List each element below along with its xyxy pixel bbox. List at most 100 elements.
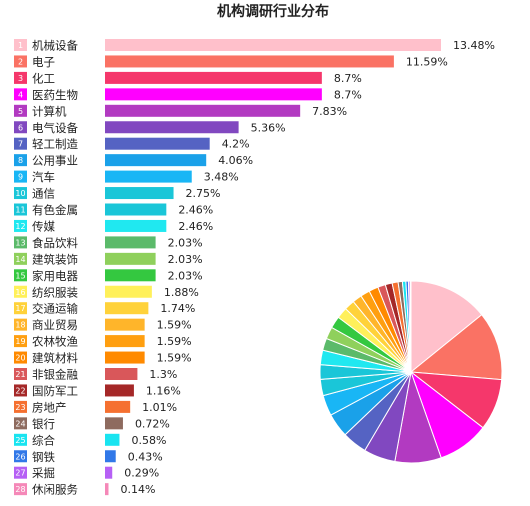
value-label: 8.7% [334,88,362,101]
value-label: 2.03% [168,236,203,249]
bar-row: 3 化工 8.7% [14,71,362,85]
bar [105,285,152,298]
rank-badge [14,55,27,68]
bar [105,88,322,101]
value-label: 0.43% [128,450,163,463]
rank-label: 1 [18,41,23,50]
category-label: 公用事业 [32,154,78,168]
category-label: 纺织服装 [32,285,78,299]
bar-row: 7 轻工制造 4.2% [14,137,250,151]
rank-label: 25 [15,436,25,445]
bar-row: 15 家用电器 2.03% [14,269,203,283]
category-label: 医药生物 [32,88,78,102]
bar-row: 6 电气设备 5.36% [14,121,286,135]
value-label: 5.36% [251,121,286,134]
bar [105,219,167,232]
bar [105,121,239,134]
bar-row: 4 医药生物 8.7% [14,88,362,102]
bar [105,170,192,183]
rank-label: 3 [18,74,23,83]
category-label: 银行 [32,417,55,431]
rank-badge [14,104,27,117]
bar-row: 1 机械设备 13.48% [14,39,495,53]
rank-label: 27 [15,469,25,478]
rank-label: 13 [15,238,25,247]
category-label: 有色金属 [32,203,78,217]
bar [105,450,116,463]
value-label: 2.46% [178,204,213,217]
value-label: 8.7% [334,72,362,85]
rank-badge [14,137,27,150]
bar-row: 12 传媒 2.46% [14,219,213,233]
rank-badge [14,417,27,430]
category-label: 通信 [32,187,55,201]
category-label: 建筑装饰 [32,252,78,266]
value-label: 1.01% [142,401,177,414]
value-label: 2.46% [178,220,213,233]
bar-row: 22 国防军工 1.16% [14,384,181,398]
bar [105,433,120,446]
bar [105,466,113,479]
rank-badge [14,154,27,167]
bar-row: 2 电子 11.59% [14,55,448,69]
value-label: 0.72% [135,417,170,430]
category-label: 电气设备 [32,121,78,135]
value-label: 4.06% [218,154,253,167]
category-label: 计算机 [32,104,67,118]
rank-label: 9 [18,173,23,182]
category-label: 汽车 [32,170,55,184]
bar-row: 10 通信 2.75% [14,187,220,201]
category-label: 化工 [32,71,55,85]
rank-label: 17 [15,304,25,313]
rank-label: 24 [15,419,25,428]
bar [105,39,441,51]
rank-label: 20 [15,354,25,363]
rank-badge [14,351,27,364]
value-label: 3.48% [204,171,239,184]
bar-row: 21 非银金融 1.3% [14,368,177,382]
category-label: 休闲服务 [32,483,78,497]
rank-badge [14,187,27,200]
bar [105,71,322,84]
bar-row: 27 采掘 0.29% [14,466,159,480]
rank-label: 6 [18,123,23,132]
bar [105,236,156,249]
value-label: 1.16% [146,384,181,397]
bar [105,351,145,364]
bar [105,384,134,397]
value-label: 2.03% [168,253,203,266]
category-label: 综合 [32,433,55,447]
bar-row: 19 农林牧渔 1.59% [14,335,192,349]
value-label: 1.59% [157,319,192,332]
bar [105,318,145,331]
bar-row: 23 房地产 1.01% [14,400,177,414]
rank-label: 8 [18,156,23,165]
rank-badge [14,269,27,282]
value-label: 1.74% [160,302,195,315]
value-label: 1.88% [164,286,199,299]
rank-label: 26 [15,452,25,461]
bar-row: 5 计算机 7.83% [14,104,347,118]
rank-badge [14,318,27,331]
category-label: 房地产 [32,400,67,414]
value-label: 1.59% [157,335,192,348]
value-label: 4.2% [222,138,250,151]
category-label: 食品饮料 [32,236,78,250]
bar-row: 8 公用事业 4.06% [14,154,253,168]
category-label: 采掘 [32,466,55,480]
bar [105,187,174,200]
rank-badge [14,433,27,446]
category-label: 钢铁 [32,450,55,464]
rank-label: 22 [15,386,25,395]
bar-row: 17 交通运输 1.74% [14,302,195,316]
rank-label: 23 [15,403,25,412]
rank-badge [14,466,27,479]
rank-label: 5 [18,107,23,116]
value-label: 13.48% [453,39,495,52]
value-label: 2.03% [168,269,203,282]
bar [105,269,156,282]
bar-row: 26 钢铁 0.43% [14,450,163,464]
category-label: 电子 [32,55,55,69]
